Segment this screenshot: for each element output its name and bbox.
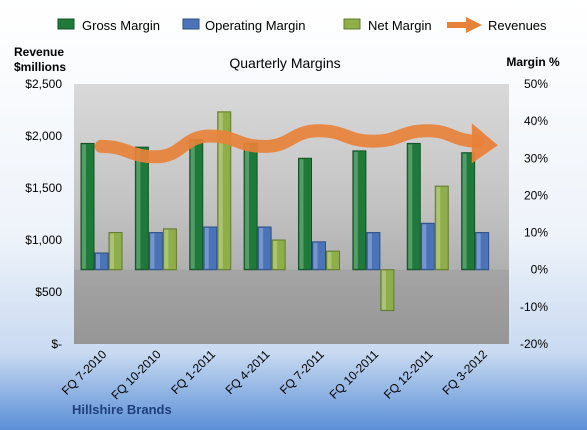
bar-highlight [436,187,441,269]
legend-swatch-net-margin [343,18,361,30]
legend-label-gross-margin: Gross Margin [82,18,160,33]
bar-highlight [367,233,372,269]
left-tick-label: $2,000 [25,129,62,143]
bar-highlight [190,140,195,269]
bar-operating-margin [312,241,326,271]
bar-operating-margin [148,232,163,271]
category-label: FQ 10-2010 [108,347,163,402]
revenue-arrowhead [471,123,498,164]
bar-highlight [476,233,481,269]
bar-gross-margin [461,152,476,271]
category-label: FQ 10-2011 [327,347,382,402]
brand-label: Hillshire Brands [72,402,172,417]
bar-gross-margin [352,150,367,271]
bar-highlight [381,270,386,310]
bar-highlight [299,159,304,269]
bar-operating-margin [475,232,490,271]
bar-highlight [245,144,250,269]
category-labels: FQ 7-2010 FQ 10-2010 FQ 1-2011 FQ 4-2011 FQ … [59,347,490,402]
category-label: FQ 12-2011 [381,347,436,402]
bar-operating-margin [366,232,381,271]
bar-net-margin [162,228,177,271]
right-tick-label: 10% [524,226,548,240]
left-axis-ticks: $- $500 $1,000 $1,500 $2,000 $2,500 [25,77,62,351]
legend-swatch-revenues-arrowhead [466,17,482,33]
right-tick-label: 20% [524,188,548,202]
bar-highlight [462,153,467,269]
bar-highlight [408,144,413,269]
legend-label-revenues: Revenues [488,18,547,33]
left-axis-label-line1: Revenue [14,45,64,59]
bar-gross-margin [298,157,312,271]
left-axis-label-line2: $millions [14,60,66,74]
legend-label-operating-margin: Operating Margin [205,18,305,33]
left-tick-label: $1,500 [25,181,62,195]
bar-highlight [150,233,155,269]
bar-highlight [164,229,169,269]
bar-highlight [204,228,209,269]
chart-title: Quarterly Margins [229,55,340,71]
bar-gross-margin [134,146,149,271]
bar-highlight [327,252,332,269]
category-label: FQ 3-2012 [439,347,490,398]
revenue-arrow-series [94,123,498,164]
category-label: FQ 4-2011 [223,347,273,397]
left-tick-label: $500 [35,285,62,299]
bar-net-margin [434,185,449,271]
bar-highlight [273,241,278,269]
bar-highlight [353,151,358,269]
bar-marks [80,111,490,312]
left-tick-label: $- [51,337,62,351]
bar-operating-margin [257,226,272,271]
bar-net-margin [108,232,123,271]
bar-net-margin [380,269,395,312]
right-tick-label: 40% [524,114,548,128]
right-tick-label: 50% [524,77,548,91]
bar-gross-margin [80,142,95,271]
left-tick-label: $1,000 [25,233,62,247]
bar-highlight [110,233,114,269]
bar-net-margin [271,239,286,271]
revenue-line [94,124,485,164]
right-axis-ticks: -20% -10% 0% 10% 20% 30% 40% 50% [520,77,548,351]
bar-highlight [259,228,264,269]
bar-highlight [313,242,318,269]
bar-operating-margin [420,222,435,271]
plot-lower-shade [74,269,509,344]
bar-highlight [82,144,86,269]
bar-operating-margin [203,226,218,271]
right-tick-label: -10% [520,300,548,314]
legend-label-net-margin: Net Margin [368,18,432,33]
bar-net-margin [217,111,232,271]
right-tick-label: 30% [524,151,548,165]
right-tick-label: 0% [531,263,549,277]
right-axis-label: Margin % [506,55,560,69]
legend-swatch-gross-margin [57,18,75,30]
bar-net-margin [326,250,340,271]
bar-highlight [422,224,427,269]
category-label: FQ 7-2011 [277,347,327,397]
left-tick-label: $2,500 [25,77,62,91]
legend: Gross Margin Operating Margin Net Margin… [57,17,547,33]
bar-highlight [218,112,223,269]
legend-swatch-operating-margin [182,18,200,30]
bar-gross-margin [406,142,421,271]
bar-operating-margin [94,252,109,271]
bar-highlight [96,254,100,269]
bar-highlight [136,148,141,269]
category-label: FQ 7-2010 [59,347,110,398]
right-tick-label: -20% [520,337,548,351]
category-label: FQ 1-2011 [168,347,218,397]
